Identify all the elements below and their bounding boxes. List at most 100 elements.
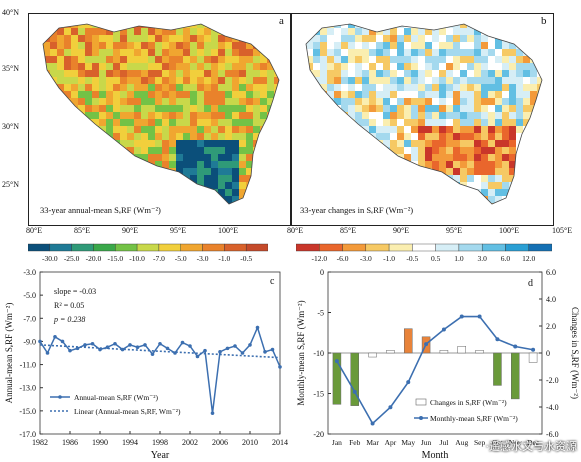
colorbar-a-segment [224,243,247,252]
chart-d-xtick-label: Aug [455,438,468,447]
chart-d-bar [439,350,449,354]
colorbar-b-label: 6.0 [500,254,511,263]
chart-d-y2tick-label: 0 [546,349,550,358]
chart-c-point [98,347,102,352]
colorbar-a-segment [115,243,138,252]
lon-tick-b-1: 85°E [340,226,357,235]
colorbar-a-label: -20.0 [85,254,102,263]
chart-c-legend-label: Annual-mean SₑRF (Wm⁻²) [74,393,158,402]
chart-c-point [68,348,72,353]
chart-d-xtick-label: Oct [492,438,504,447]
chart-d-xtick-label: Mar [366,438,379,447]
chart-d-point [406,380,411,385]
colorbar-b-segment [388,243,413,252]
chart-c-point [105,345,110,350]
lon-tick-a-2: 90°E [122,226,139,235]
chart-c-point [75,346,80,351]
chart-d-xtick-label: Sep [474,438,486,447]
lon-tick-a-3: 95°E [170,226,187,235]
chart-c-point [113,341,117,346]
panel-letter-b: b [541,15,547,27]
colorbar-b-label: -1.0 [383,254,396,263]
chart-c-point [180,340,185,345]
colorbar-b-segment [412,243,436,252]
chart-d-legend-marker [419,416,423,420]
colorbar-b-label: -12.0 [311,254,328,263]
chart-c-legend-trend-label: Linear (Annual-mean SₑRF, Wm⁻²) [74,407,181,416]
chart-c-point [60,339,65,344]
chart-d-point [531,347,536,352]
chart-c-xtick-label: 2010 [242,438,258,447]
chart-c-ylabel: Annual-mean SₑRF (Wm⁻²) [4,303,14,404]
chart-c-annotation: slope = -0.03 [54,287,96,296]
colorbar-b-label: 0.5 [430,254,441,263]
colorbar-a-label: -10.0 [129,254,145,263]
chart-c-point [218,350,222,354]
chart-c-ytick-label: -5.0 [23,291,36,300]
chart-c-panel-letter: c [270,276,275,287]
lon-tick-b-0: 80°E [287,226,304,235]
chart-d-point [352,389,357,394]
chart-c-point [128,343,132,347]
chart-c-point [270,347,275,352]
chart-d-xtick-label: Jun [421,438,432,447]
colorbar-a-segment [180,243,203,252]
chart-c-annotation: R² = 0.05 [54,301,84,310]
chart-c-point [188,344,192,348]
lat-tick-30n: 30°N [2,122,19,131]
chart-d-series-line [336,315,534,425]
colorbar-b-label: -0.5 [406,254,419,263]
colorbar-b-segment [319,243,343,252]
chart-d-ylabel: Monthly-mean SₑRF (Wm⁻²) [296,300,306,405]
chart-d-panel-letter: d [528,278,533,289]
panel-letter-a: a [279,15,284,27]
chart-c-xlabel: Year [151,450,170,461]
colorbar-b-segment [481,243,506,252]
chart-c-xtick-label: 1986 [62,438,78,447]
chart-c-point [165,346,170,351]
colorbar-b-segment [365,243,390,252]
chart-c-xtick-label: 2014 [272,438,288,447]
chart-d-bar [493,352,502,386]
map-b-outline [305,23,543,205]
chart-c-ytick-label: -17.0 [19,430,36,439]
chart-c-xtick-label: 2006 [212,438,228,447]
map-a-graphic [42,23,280,205]
chart-d-point [441,327,446,332]
chart-c-xtick-label: 1990 [92,438,108,447]
map-a-caption: 33-year annual-mean SₑRF (Wm⁻²) [40,205,161,215]
chart-c-xtick-label: 1982 [32,438,48,447]
chart-d-ytick-label: -10 [313,349,324,358]
chart-d-bar [404,328,413,354]
colorbar-a-label: -1.0 [218,254,231,263]
colorbar-b-label: -3.0 [359,254,372,263]
colorbar-a-label: -25.0 [63,254,80,263]
chart-d-legend-bar-label: Changes in SₑRF (Wm⁻²) [430,398,507,407]
chart-d-y2tick-label: 2.0 [546,322,556,331]
chart-c-ytick-label: -11.0 [20,361,36,370]
colorbar-a-label: -5.0 [174,254,187,263]
colorbar-a-label: -3.0 [196,254,209,263]
lat-tick-40n: 40°N [2,8,19,17]
chart-c-point [135,345,140,350]
colorbar-a-label: -0.5 [240,254,253,263]
chart-c-point [45,351,50,355]
chart-d-xtick-label: May [401,438,415,447]
colorbar-a-segment [245,243,268,252]
chart-d-point [495,337,500,342]
colorbar-a [28,243,268,252]
chart-c-xtick-label: 1994 [122,438,138,447]
chart-d-bar [457,346,466,354]
map-panel-a [28,13,291,226]
chart-d-bar [475,350,484,354]
colorbar-a-segment [93,243,116,252]
chart-d-bar [386,350,395,354]
chart-c-ytick-label: -13.0 [19,384,36,393]
chart-d-ytick-label: -5 [317,309,324,318]
colorbar-a-label: -30.0 [42,254,58,263]
colorbar-b-label: 3.0 [477,254,487,263]
lon-tick-a-1: 85°E [74,226,91,235]
chart-d-point [459,314,464,319]
chart-d-xtick-label: Apr [385,438,397,447]
chart-d-legend-line-label: Monthly-mean SₑRF (Wm⁻²) [430,414,518,423]
